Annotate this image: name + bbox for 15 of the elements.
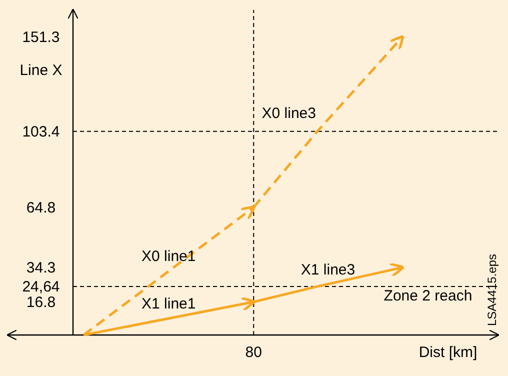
y-axis-title: Line X (20, 62, 62, 79)
ref-line-label: Zone 2 reach (384, 287, 472, 304)
y-tick-label: 24,64 (22, 278, 60, 296)
series-label: X1 line3 (300, 262, 356, 279)
annotation: LSA4415.eps (485, 254, 499, 326)
x-tick-label: 80 (245, 344, 262, 361)
series-label: X1 line1 (142, 295, 196, 312)
series-label: X0 line1 (142, 248, 196, 266)
y-tick-label: 34.3 (26, 259, 56, 276)
y-tick-label: 64.8 (26, 199, 56, 216)
y-tick-label: 16.8 (26, 294, 56, 311)
y-tick-label: 151.3 (22, 28, 60, 46)
x-axis-title: Dist [km] (418, 344, 478, 361)
y-tick-label: 103.4 (22, 123, 60, 140)
series-label: X0 line3 (262, 105, 316, 122)
